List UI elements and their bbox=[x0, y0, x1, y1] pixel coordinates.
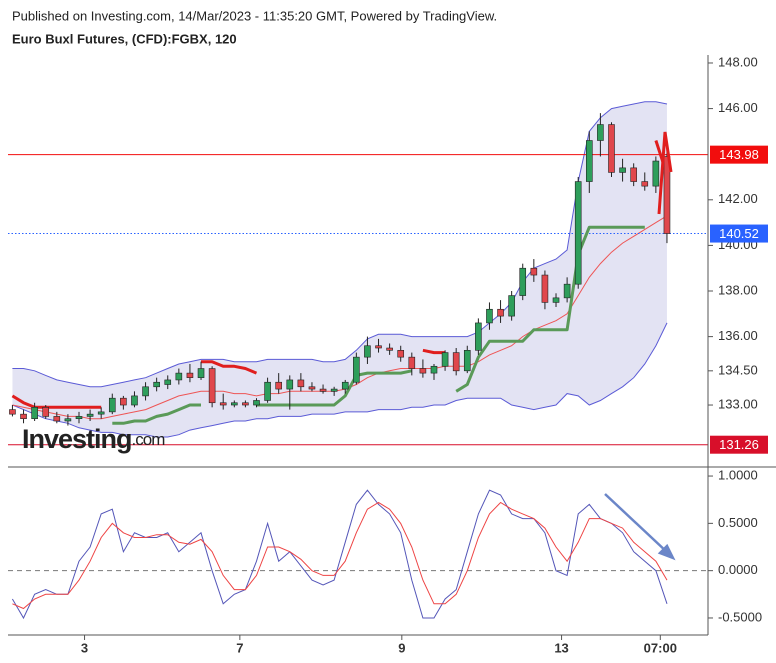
band-mid bbox=[12, 215, 668, 420]
candle-body bbox=[641, 181, 649, 187]
y-tick-label: 138.00 bbox=[718, 282, 758, 297]
stop-line bbox=[11, 140, 669, 409]
candle-body bbox=[242, 402, 249, 406]
price-marker-label: 143.98 bbox=[719, 147, 759, 162]
band-line bbox=[12, 101, 668, 388]
candle-body bbox=[541, 274, 549, 303]
x-tick-label: 7 bbox=[236, 640, 243, 655]
subtitle: Published on Investing.com, 14/Mar/2023 … bbox=[12, 8, 497, 23]
candle-body bbox=[164, 379, 172, 385]
candle-body bbox=[330, 388, 338, 392]
candle-body bbox=[9, 409, 16, 415]
candle-body bbox=[375, 345, 382, 349]
candle-body bbox=[31, 407, 38, 420]
price-marker-label: 140.52 bbox=[719, 226, 759, 241]
candle-body bbox=[497, 308, 504, 317]
candle-body bbox=[286, 379, 294, 390]
candle-body bbox=[585, 140, 593, 182]
candle-body bbox=[53, 416, 61, 422]
y-tick-label: 0.5000 bbox=[718, 515, 758, 530]
candle-body bbox=[608, 124, 615, 173]
title: Euro Buxl Futures, (CFD):FGBX, 120 bbox=[12, 31, 237, 46]
y-tick-label: 142.00 bbox=[718, 191, 758, 206]
candle-body bbox=[231, 402, 238, 406]
candle-body bbox=[142, 386, 149, 397]
candle-body bbox=[552, 297, 560, 303]
y-tick-label: 0.0000 bbox=[718, 562, 758, 577]
candle-body bbox=[208, 368, 216, 404]
price-marker bbox=[710, 145, 768, 164]
candle-body bbox=[131, 395, 138, 406]
band-line bbox=[12, 322, 668, 438]
candle-body bbox=[20, 413, 27, 420]
candle-body bbox=[397, 350, 405, 358]
candle-body bbox=[663, 156, 671, 234]
candle-body bbox=[597, 124, 604, 141]
candle-body bbox=[42, 407, 50, 417]
candle-body bbox=[419, 368, 427, 374]
price-marker bbox=[710, 224, 768, 243]
candle-body bbox=[197, 368, 205, 378]
candle-body bbox=[86, 413, 94, 417]
price-marker-label: 131.26 bbox=[719, 437, 759, 452]
watermark-text: Investing bbox=[22, 424, 132, 454]
x-tick-label: 13 bbox=[554, 640, 568, 655]
red-arrow bbox=[657, 131, 673, 215]
blue-arrow bbox=[604, 493, 676, 561]
candle-body bbox=[486, 308, 493, 324]
watermark: Investing.com bbox=[22, 424, 165, 454]
candle-body bbox=[574, 181, 582, 285]
candle-body bbox=[264, 381, 271, 401]
candle-body bbox=[364, 345, 371, 358]
candle-body bbox=[253, 400, 260, 406]
candle-body bbox=[386, 347, 393, 351]
y-tick-label: 134.50 bbox=[718, 362, 758, 377]
candle-body bbox=[153, 381, 160, 388]
candle-body bbox=[619, 167, 626, 173]
y-tick-label: 133.00 bbox=[718, 396, 758, 411]
candle-body bbox=[475, 322, 482, 351]
candle-body bbox=[120, 397, 127, 406]
candle-body bbox=[275, 381, 282, 390]
candle-body bbox=[452, 352, 460, 372]
candle-body bbox=[463, 350, 471, 372]
x-tick-label: 9 bbox=[398, 640, 405, 655]
candle-body bbox=[75, 416, 83, 420]
x-tick-label: 07:00 bbox=[644, 640, 677, 655]
oscillator-line bbox=[12, 501, 668, 610]
candle-body bbox=[530, 267, 538, 276]
y-tick-label: 146.00 bbox=[718, 100, 758, 115]
price-marker bbox=[710, 435, 768, 454]
stop-line bbox=[112, 225, 645, 425]
candle-body bbox=[319, 388, 327, 392]
candle-body bbox=[519, 267, 527, 296]
watermark-suffix: .com bbox=[132, 430, 166, 449]
candle-body bbox=[353, 356, 360, 383]
candle-body bbox=[175, 372, 183, 381]
y-tick-label: -0.5000 bbox=[718, 609, 762, 624]
candle-body bbox=[408, 356, 416, 369]
candle-body bbox=[508, 295, 515, 317]
candle-body bbox=[441, 352, 449, 367]
candle-body bbox=[97, 411, 105, 415]
candle-body bbox=[430, 365, 438, 374]
candle-body bbox=[563, 283, 571, 299]
candle-body bbox=[186, 372, 194, 378]
candle-body bbox=[630, 167, 637, 182]
y-tick-label: 136.00 bbox=[718, 328, 758, 343]
candle-body bbox=[652, 160, 660, 187]
candle-body bbox=[297, 379, 305, 388]
y-tick-label: 148.00 bbox=[718, 54, 758, 69]
candle-body bbox=[308, 386, 316, 390]
oscillator-line bbox=[11, 489, 668, 620]
candle-body bbox=[219, 402, 227, 406]
x-tick-label: 3 bbox=[81, 640, 88, 655]
band-area bbox=[12, 101, 667, 437]
plot bbox=[8, 101, 708, 620]
candle-body bbox=[108, 397, 116, 413]
y-tick-label: 1.0000 bbox=[718, 467, 758, 482]
candle-body bbox=[64, 418, 72, 422]
candle-body bbox=[341, 381, 349, 390]
